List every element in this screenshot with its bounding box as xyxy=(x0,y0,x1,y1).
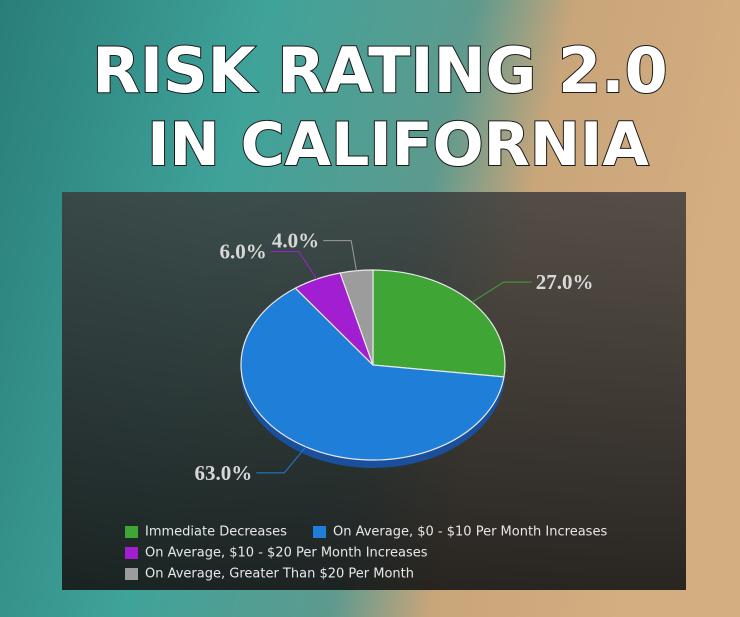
legend-swatch xyxy=(125,547,138,559)
value-label: 27.0% xyxy=(536,270,594,294)
chart-subtitle: IN CALIFORNIA xyxy=(147,110,649,180)
chart-title: RISK RATING 2.0 xyxy=(92,34,668,107)
legend-label: On Average, $10 - $20 Per Month Increase… xyxy=(145,546,428,561)
pie-slice xyxy=(339,269,374,366)
legend-swatch xyxy=(313,526,326,538)
legend-label: On Average, $0 - $10 Per Month Increases xyxy=(333,525,607,540)
leader-line xyxy=(471,281,532,303)
leader-line xyxy=(270,251,318,280)
legend-swatch xyxy=(125,526,138,538)
legend-label: On Average, Greater Than $20 Per Month xyxy=(145,567,414,582)
leader-line xyxy=(323,240,357,271)
pie-slice xyxy=(240,287,505,461)
value-label: 63.0% xyxy=(195,461,253,485)
value-label: 4.0% xyxy=(272,229,319,253)
value-label: 6.0% xyxy=(220,240,267,264)
leader-line xyxy=(256,446,307,474)
pie xyxy=(240,269,506,461)
legend-swatch xyxy=(125,568,138,580)
legend-label: Immediate Decreases xyxy=(145,525,287,540)
